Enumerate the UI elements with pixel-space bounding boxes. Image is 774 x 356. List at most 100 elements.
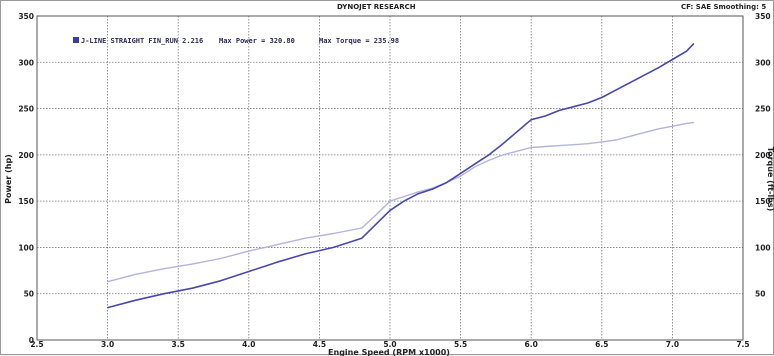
torque-data-point — [488, 159, 490, 162]
power-data-point — [671, 58, 674, 61]
x-tick-label: 6.5 — [595, 340, 608, 349]
y-tick-label: 0 — [29, 336, 34, 345]
torque-data-point — [248, 250, 250, 252]
y-tick-label: 300 — [18, 58, 34, 67]
power-data-point — [135, 299, 137, 301]
torque-data-point — [304, 237, 306, 239]
y-right-tick-label: 150 — [755, 197, 771, 206]
power-data-point — [601, 96, 603, 99]
legend-swatch — [73, 37, 79, 43]
legend-max-power: Max Power = 320.80 — [219, 37, 295, 45]
correction-note: CF: SAE Smoothing: 5 — [681, 3, 767, 11]
power-data-point — [219, 280, 222, 282]
torque-data-point — [558, 145, 561, 147]
y-right-tick-label: 50 — [755, 290, 765, 299]
torque-data-point — [135, 273, 137, 275]
power-data-point — [361, 237, 363, 239]
series-layer — [107, 43, 695, 309]
torque-data-point — [615, 139, 617, 141]
x-axis-title: Engine Speed (RPM x1000) — [328, 348, 450, 356]
power-data-point — [629, 82, 631, 84]
x-tick-label: 3.5 — [172, 340, 185, 349]
torque-data-point — [643, 132, 645, 134]
y-tick-label: 150 — [18, 197, 34, 206]
power-data-point — [403, 200, 405, 202]
torque-data-point — [417, 191, 419, 193]
torque-data-point — [332, 232, 335, 235]
torque-data-point — [544, 145, 546, 148]
torque-data-point — [516, 150, 518, 152]
torque-data-point — [685, 122, 688, 124]
legend-run-label: J-LINE STRAIGHT FIN_RUN 2.216 — [81, 37, 203, 45]
torque-data-point — [629, 135, 631, 137]
power-data-point — [460, 172, 462, 174]
power-data-point — [544, 115, 546, 117]
legend-max-torque: Max Torque = 235.98 — [319, 37, 399, 45]
y-axis-title: Power (hp) — [4, 154, 13, 204]
y-right-tick-label: 200 — [755, 151, 771, 160]
power-data-point — [276, 261, 278, 263]
power-data-point — [488, 154, 490, 156]
power-data-point — [692, 43, 695, 45]
torque-data-point — [219, 257, 222, 260]
torque-data-point — [587, 143, 589, 145]
torque-data-point — [601, 141, 603, 143]
plot-border — [36, 15, 744, 341]
torque-data-point — [375, 214, 377, 216]
torque-data-point — [460, 175, 462, 177]
y-tick-label: 350 — [18, 12, 34, 21]
power-data-point — [516, 131, 518, 133]
power-data-point — [587, 102, 589, 104]
x-tick-label: 5.0 — [383, 340, 396, 349]
torque-data-point — [474, 166, 476, 168]
power-data-point — [502, 143, 504, 145]
torque-data-point — [572, 144, 575, 146]
torque-data-point — [671, 125, 674, 127]
y-right-tick-label: 300 — [755, 58, 771, 67]
chart-title: DYNOJET RESEARCH — [337, 3, 416, 11]
torque-data-point — [191, 263, 193, 265]
power-data-point — [375, 223, 377, 225]
x-tick-label: 7.5 — [736, 340, 749, 349]
power-data-point — [107, 307, 109, 309]
power-data-point — [389, 209, 391, 211]
torque-data-point — [657, 128, 659, 130]
y-right-tick-label: 350 — [755, 12, 771, 21]
x-tick-label: 3.0 — [101, 340, 114, 349]
y-tick-label: 50 — [24, 290, 34, 299]
power-data-point — [191, 287, 193, 289]
power-data-point — [657, 67, 659, 69]
grid-layer — [37, 16, 743, 340]
power-data-point — [304, 253, 306, 255]
torque-data-point — [361, 227, 363, 229]
y-right-tick-label: 100 — [755, 243, 771, 252]
power-data-point — [474, 163, 476, 165]
x-tick-label: 5.5 — [454, 340, 467, 349]
power-data-point — [530, 119, 532, 121]
power-series-line — [107, 43, 695, 309]
torque-data-point — [163, 268, 165, 270]
power-data-point — [615, 89, 617, 91]
torque-data-point — [403, 195, 405, 198]
y-tick-label: 100 — [18, 243, 34, 252]
torque-data-point — [389, 200, 391, 202]
x-tick-label: 4.5 — [313, 340, 326, 349]
power-data-point — [685, 50, 688, 52]
power-data-point — [643, 74, 645, 76]
power-data-point — [163, 293, 165, 295]
power-data-point — [417, 193, 419, 195]
power-data-point — [558, 109, 561, 112]
axis-layer: 0 50 100 150 200 250 300 350 50 100 150 200 250 300 35… — [18, 12, 770, 349]
y-axis-right-title: Torque (ft-lbs) — [766, 147, 774, 212]
y-tick-label: 250 — [18, 105, 34, 114]
x-tick-label: 7.0 — [666, 340, 679, 349]
torque-data-point — [502, 154, 504, 156]
power-data-point — [248, 270, 250, 273]
x-tick-label: 2.5 — [30, 340, 43, 349]
torque-data-point — [107, 281, 109, 283]
power-data-point — [431, 188, 433, 190]
y-tick-label: 200 — [18, 151, 34, 160]
power-data-point — [445, 182, 448, 184]
power-data-point — [572, 106, 575, 108]
